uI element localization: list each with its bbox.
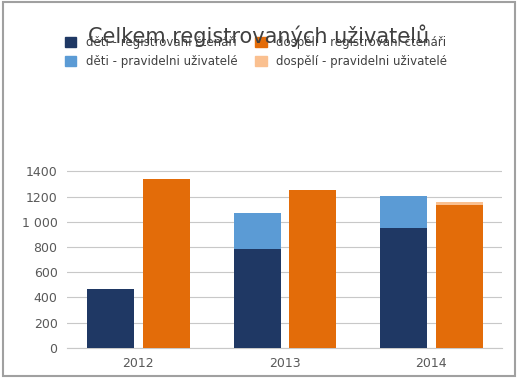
Bar [234,213,281,249]
Legend: děti - registrovaní čtenáři, děti - pravidelni uživatelé, dospělí - registrovaní: děti - registrovaní čtenáři, děti - prav… [65,36,448,68]
Bar [289,190,336,348]
Bar [436,202,483,205]
Bar [436,205,483,348]
Bar [380,196,427,228]
Text: Celkem registrovaných uživatelů: Celkem registrovaných uživatelů [89,25,429,47]
Bar [234,249,281,348]
Bar [143,179,190,348]
Bar [87,288,134,348]
Bar [380,228,427,348]
